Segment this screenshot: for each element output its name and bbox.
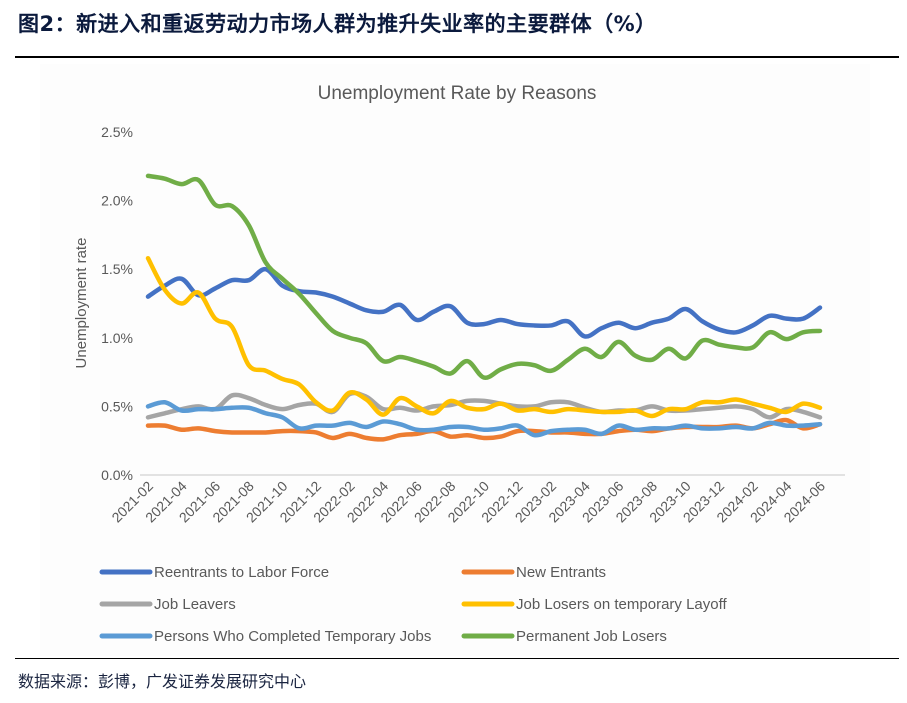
figure-title: 图2：新进入和重返劳动力市场人群为推升失业率的主要群体（%） [18, 12, 657, 36]
legend-label: Job Losers on temporary Layoff [516, 596, 728, 613]
source-note: 数据来源：彭博，广发证券发展研究中心 [18, 672, 307, 691]
top-divider [15, 56, 899, 58]
legend-label: Permanent Job Losers [516, 628, 667, 645]
legend-label: New Entrants [516, 564, 606, 581]
bottom-divider [15, 658, 899, 659]
chart-title: Unemployment Rate by Reasons [318, 83, 597, 104]
series-line-2 [145, 390, 823, 420]
legend-label: Job Leavers [154, 596, 236, 613]
y-tick-label: 0.0% [101, 467, 133, 483]
legend-label: Persons Who Completed Temporary Jobs [154, 628, 431, 645]
y-axis-label: Unemployment rate [73, 238, 90, 369]
y-tick-label: 2.5% [101, 124, 133, 140]
series-line-3 [145, 255, 823, 419]
y-tick-label: 1.5% [101, 261, 133, 277]
series-line-0 [145, 266, 823, 339]
y-tick-label: 0.5% [101, 398, 133, 414]
series-line-5 [145, 173, 823, 380]
y-tick-label: 1.0% [101, 330, 133, 346]
y-tick-label: 2.0% [101, 193, 133, 209]
series-line-4 [145, 399, 823, 438]
chart-area [40, 64, 870, 656]
legend-label: Reentrants to Labor Force [154, 564, 329, 581]
